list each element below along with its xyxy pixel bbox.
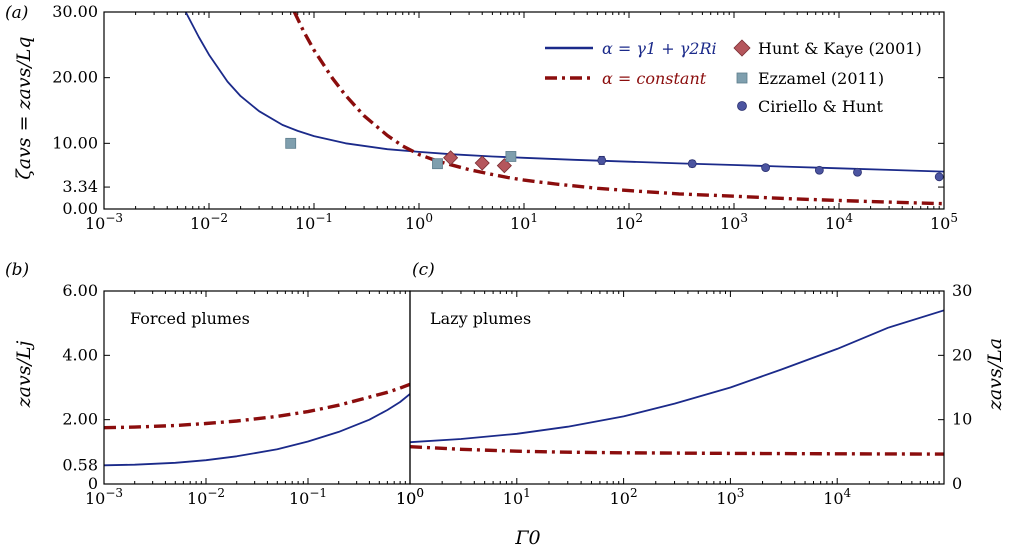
point-hunt-kaye [443,150,459,166]
legend-label-ciriello-hunt: Ciriello & Hunt [758,97,883,116]
point-ezzamel [285,137,297,149]
panel-label-b: (b) [5,260,29,280]
x-tick-label: 105 [930,211,958,233]
y-axis-label-a: ζavs = zavs/Lq [13,36,35,179]
x-tick-label: 10−3 [85,486,123,508]
x-tick-label: 103 [720,211,748,233]
plot-layer: 10−3 10−2 10−1 100 101 102 103 104 10530.0020.00… [52,2,972,508]
x-tick-label: 10−1 [295,211,333,233]
legend-marker-hunt-kaye [733,39,751,57]
annotation-lazy-plumes: Lazy plumes [430,309,531,328]
series-line-constant-alpha [292,12,944,206]
y-tick-label: 0.58 [62,455,98,474]
y-tick-label: 4.00 [62,345,98,364]
x-tick-label: 10−2 [190,211,228,233]
y-tick-label: 2.00 [62,410,98,429]
legend-marker-ezzamel [736,72,748,84]
annotation-forced-plumes: Forced plumes [130,309,250,328]
series-group [410,309,944,456]
y-tick-label: 10 [952,410,972,429]
x-tick-label: 104 [823,486,851,508]
panel-b: 10−3 10−2 10−1 100 6.00 4.00 2.00 0.580 [62,281,424,508]
point-ciriello-hunt [761,163,771,173]
panel-a: 10−3 10−2 10−1 100 101 102 103 104 105 30.00 20.00… [52,2,958,233]
y-tick-label: 30.00 [52,2,98,21]
legend-label-ezzamel: Ezzamel (2011) [758,69,884,88]
x-tick-label: 102 [610,486,638,508]
series-group [184,12,944,206]
y-tick-label: 20.00 [52,68,98,87]
legend-label-hunt-kaye: Hunt & Kaye (2001) [758,39,922,58]
y-tick-label: 20 [952,345,972,364]
x-tick-label: 103 [716,486,744,508]
point-ezzamel [505,151,517,162]
panel-label-a: (a) [5,3,28,23]
x-tick-label: 101 [503,486,531,508]
x-tick-label: 104 [825,211,853,233]
y-tick-label: 0.00 [62,199,98,218]
series-line-variable-alpha [184,12,944,173]
point-hunt-kaye [496,158,512,174]
y-axis-label-b: zavs/Lj [13,341,35,409]
series-group [104,382,410,467]
x-tick-label: 101 [510,211,538,233]
y-axis-label-c: zavs/La [984,338,1006,411]
legend-marker-ciriello-hunt [737,101,747,111]
x-axis-label-c: Γ0 [514,527,540,549]
point-ciriello-hunt [853,167,862,177]
point-ezzamel [432,158,443,170]
y-tick-label: 10.00 [52,133,98,152]
x-tick-label: 102 [615,211,643,233]
series-line-variable-alpha [104,393,410,467]
x-tick-label: 10−2 [187,486,225,508]
legend-label-constant-alpha: α = constant [602,69,707,88]
series-line-constant-alpha [410,445,944,456]
plot-frame [409,290,945,485]
legend-label-variable-alpha: α = γ1 + γ2Ri [602,39,717,58]
point-ciriello-hunt [814,165,824,175]
legend: α = γ1 + γ2Ri α = constant Hunt & Kaye (… [545,39,922,116]
x-tick-label: 100 [405,211,433,233]
y-tick-label: 0 [952,474,962,493]
y-tick-label: 30 [952,281,972,300]
y-tick-label: 6.00 [62,281,98,300]
y-tick-label: 0 [88,474,98,493]
x-tick-label: 10−1 [289,486,327,508]
point-ciriello-hunt [597,156,607,165]
point-ciriello-hunt [687,159,697,169]
x-tick-label: 100 [396,486,424,508]
y-tick-label: 3.34 [62,177,98,196]
point-hunt-kaye [474,155,490,171]
point-ciriello-hunt [934,172,944,182]
x-tick-label: 100 [396,486,424,508]
series-line-variable-alpha [410,309,944,444]
x-tick-label: 10−3 [85,211,123,233]
plot-frame [103,11,945,210]
panel-label-c: (c) [412,260,435,280]
